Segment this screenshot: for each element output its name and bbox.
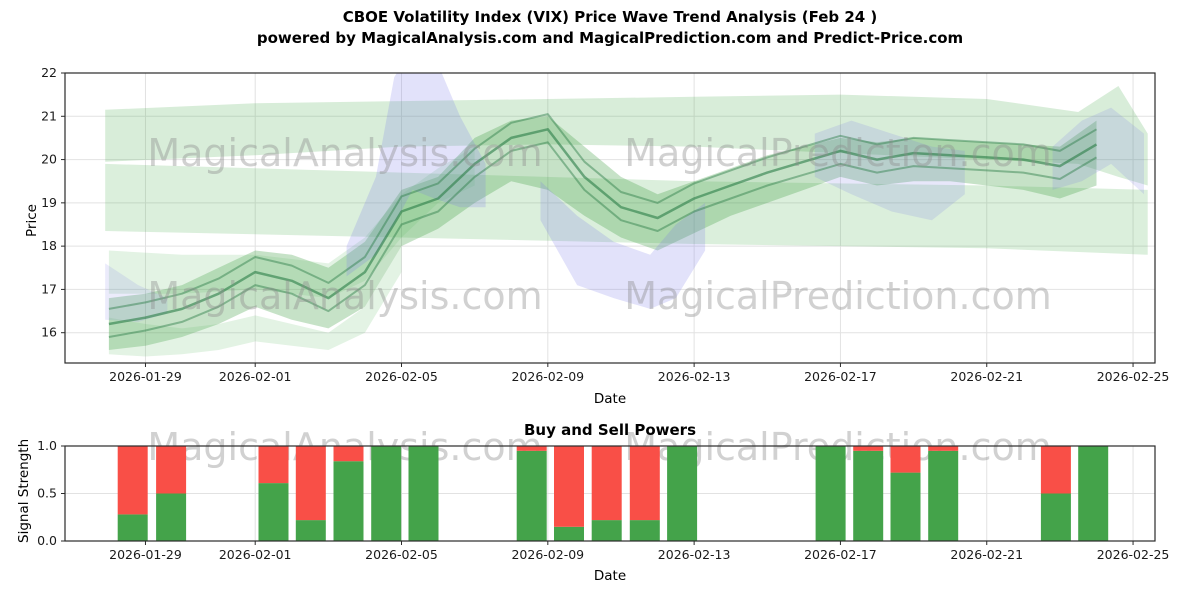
blue-dip-band xyxy=(540,181,706,309)
upper-wide-band xyxy=(105,86,1148,186)
svg-text:17: 17 xyxy=(41,281,57,296)
svg-text:MagicalAnalysis.com: MagicalAnalysis.com xyxy=(147,131,542,175)
sell-bar-2026-02-11 xyxy=(591,446,622,521)
svg-text:2026-02-13: 2026-02-13 xyxy=(658,369,731,384)
trend-envelope xyxy=(108,116,1097,350)
buy-bar-2026-02-04 xyxy=(333,461,364,541)
buy-bar-2026-02-23 xyxy=(1040,493,1071,541)
signal-tick-marks xyxy=(61,445,1134,545)
sell-bar-2026-02-20 xyxy=(928,446,959,451)
buy-bar-2026-01-30 xyxy=(156,493,187,541)
trend-line-2 xyxy=(108,113,1098,310)
price-chart: MagicalAnalysis.com MagicalPrediction.com… xyxy=(41,65,1169,384)
blue-plateau-band xyxy=(814,120,965,221)
svg-text:2026-02-17: 2026-02-17 xyxy=(804,547,877,562)
svg-text:18: 18 xyxy=(41,238,57,253)
signal-chart-title: Buy and Sell Powers xyxy=(523,421,696,439)
buy-bar-2026-02-03 xyxy=(295,520,326,541)
svg-text:MagicalPrediction.com: MagicalPrediction.com xyxy=(624,131,1052,175)
price-tick-marks xyxy=(61,72,1134,367)
buy-bar-2026-02-10 xyxy=(554,526,584,542)
buy-bar-2026-02-18 xyxy=(853,450,884,542)
price-lines xyxy=(108,113,1098,338)
svg-text:16: 16 xyxy=(41,325,57,340)
svg-text:2026-02-21: 2026-02-21 xyxy=(950,547,1023,562)
trend-line-1 xyxy=(108,128,1098,326)
price-xtick-labels: 2026-01-29 2026-02-01 2026-02-05 2026-02-09… xyxy=(109,369,1169,384)
svg-text:2026-02-01: 2026-02-01 xyxy=(219,547,292,562)
buy-bar-2026-02-13 xyxy=(667,446,698,541)
svg-text:2026-01-29: 2026-01-29 xyxy=(109,369,182,384)
left-mid-band xyxy=(108,146,475,299)
price-watermarks: MagicalAnalysis.com MagicalPrediction.com… xyxy=(147,131,1051,318)
price-xlabel: Date xyxy=(593,391,627,407)
svg-text:2026-02-17: 2026-02-17 xyxy=(804,369,877,384)
sell-bar-2026-02-04 xyxy=(333,446,364,462)
sell-bar-2026-01-29 xyxy=(117,446,148,515)
sell-bar-2026-02-23 xyxy=(1040,446,1071,494)
buy-bar-2026-02-17 xyxy=(815,446,846,541)
svg-text:2026-02-13: 2026-02-13 xyxy=(658,547,731,562)
buy-bar-2026-02-11 xyxy=(591,520,622,541)
price-ylabel: Price xyxy=(24,204,40,237)
svg-text:MagicalPrediction.com: MagicalPrediction.com xyxy=(624,274,1052,318)
buy-bar-2026-02-05 xyxy=(371,446,402,541)
signal-xtick-labels: 2026-01-29 2026-02-01 2026-02-05 2026-02-09… xyxy=(109,547,1169,562)
svg-text:MagicalAnalysis.com: MagicalAnalysis.com xyxy=(147,274,542,318)
sell-bar-2026-02-12 xyxy=(629,446,660,521)
sell-bar-2026-02-19 xyxy=(890,446,921,473)
price-bands xyxy=(105,73,1148,357)
signal-ylabel: Signal Strength xyxy=(16,438,32,543)
svg-text:21: 21 xyxy=(41,108,57,123)
buy-bar-2026-02-12 xyxy=(629,520,660,541)
left-low-band xyxy=(108,246,402,357)
buy-bar-2026-01-29 xyxy=(117,514,148,541)
blue-right-band xyxy=(1052,107,1144,195)
trend-line-3 xyxy=(108,141,1098,338)
buy-bar-2026-02-06 xyxy=(408,446,439,541)
sell-bar-2026-02-10 xyxy=(554,446,584,527)
buy-bar-2026-02-19 xyxy=(890,472,921,541)
price-axes-frame xyxy=(64,72,1156,364)
buy-bar-2026-02-20 xyxy=(928,450,959,542)
svg-text:0.5: 0.5 xyxy=(37,486,57,501)
svg-text:1.0: 1.0 xyxy=(37,438,57,453)
svg-text:2026-02-01: 2026-02-01 xyxy=(219,369,292,384)
svg-text:2026-02-21: 2026-02-21 xyxy=(950,369,1023,384)
svg-text:2026-02-25: 2026-02-25 xyxy=(1097,547,1170,562)
svg-text:22: 22 xyxy=(41,65,57,80)
signal-bars xyxy=(117,446,1109,542)
buy-bar-2026-02-02 xyxy=(258,483,289,541)
buy-bar-2026-02-09 xyxy=(516,450,547,542)
sell-bar-2026-02-03 xyxy=(295,446,326,521)
buy-bar-2026-02-24 xyxy=(1078,446,1109,541)
svg-text:2026-02-05: 2026-02-05 xyxy=(365,369,438,384)
sell-bar-2026-02-18 xyxy=(853,446,884,451)
page-subtitle: powered by MagicalAnalysis.com and Magic… xyxy=(256,29,964,47)
signal-chart: MagicalAnalysis.comMagicalPrediction.com… xyxy=(37,425,1169,562)
sell-bar-2026-01-30 xyxy=(156,446,187,494)
signal-xlabel: Date xyxy=(593,568,627,584)
blue-spike-band xyxy=(346,73,486,277)
sell-bar-2026-02-09 xyxy=(516,446,547,451)
signal-ytick-labels: 0.0 0.5 1.0 xyxy=(37,438,57,548)
svg-text:2026-02-25: 2026-02-25 xyxy=(1097,369,1170,384)
blue-left-wisp xyxy=(105,263,168,322)
svg-text:2026-02-05: 2026-02-05 xyxy=(365,547,438,562)
svg-text:20: 20 xyxy=(41,152,57,167)
page-title: CBOE Volatility Index (VIX) Price Wave T… xyxy=(342,8,878,26)
svg-text:19: 19 xyxy=(41,195,57,210)
svg-text:2026-02-09: 2026-02-09 xyxy=(511,547,584,562)
sell-bar-2026-02-02 xyxy=(258,446,289,484)
svg-text:2026-02-09: 2026-02-09 xyxy=(511,369,584,384)
price-ytick-labels: 16 17 18 19 20 21 22 xyxy=(41,65,57,340)
svg-text:2026-01-29: 2026-01-29 xyxy=(109,547,182,562)
svg-text:0.0: 0.0 xyxy=(37,533,57,548)
